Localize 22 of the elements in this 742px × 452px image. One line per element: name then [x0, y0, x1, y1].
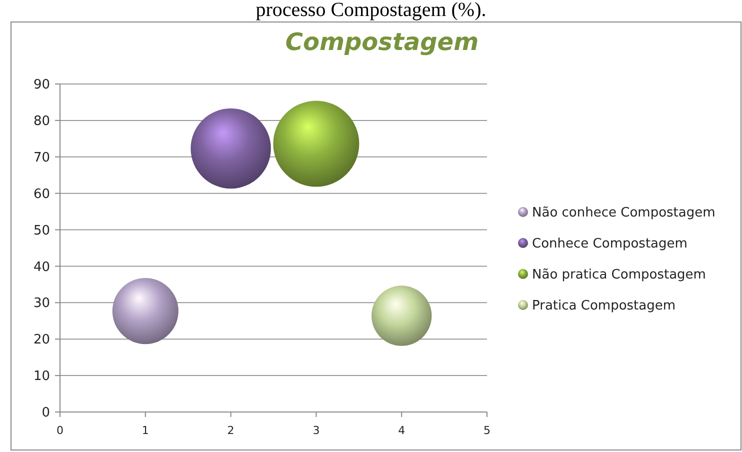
- legend-label: Não pratica Compostagem: [532, 268, 706, 283]
- x-tick-label: 2: [227, 424, 234, 437]
- y-tick-label: 30: [33, 296, 50, 312]
- y-tick-label: 0: [42, 406, 50, 421]
- y-tick-label: 50: [33, 223, 50, 238]
- chart-title: Compostagem: [285, 28, 479, 56]
- legend-label: Pratica Compostagem: [532, 298, 676, 314]
- y-tick-label: 70: [33, 150, 50, 166]
- x-tick-label: 5: [484, 424, 490, 437]
- legend-label: Não conhece Compostagem: [532, 206, 716, 221]
- y-tick-label: 40: [33, 260, 50, 275]
- x-tick-label: 3: [312, 424, 320, 437]
- y-tick-label: 20: [33, 332, 50, 348]
- text: processo Compostagem (%).: [256, 0, 486, 21]
- x-tick-label: 1: [142, 424, 149, 437]
- x-tick-label: 0: [56, 424, 64, 437]
- y-tick-label: 80: [33, 114, 50, 129]
- legend-label: Conhece Compostagem: [532, 236, 688, 252]
- y-tick-label: 90: [33, 78, 50, 93]
- y-tick-label: 10: [33, 369, 50, 384]
- x-tick-label: 4: [398, 424, 406, 437]
- y-tick-label: 60: [33, 186, 50, 202]
